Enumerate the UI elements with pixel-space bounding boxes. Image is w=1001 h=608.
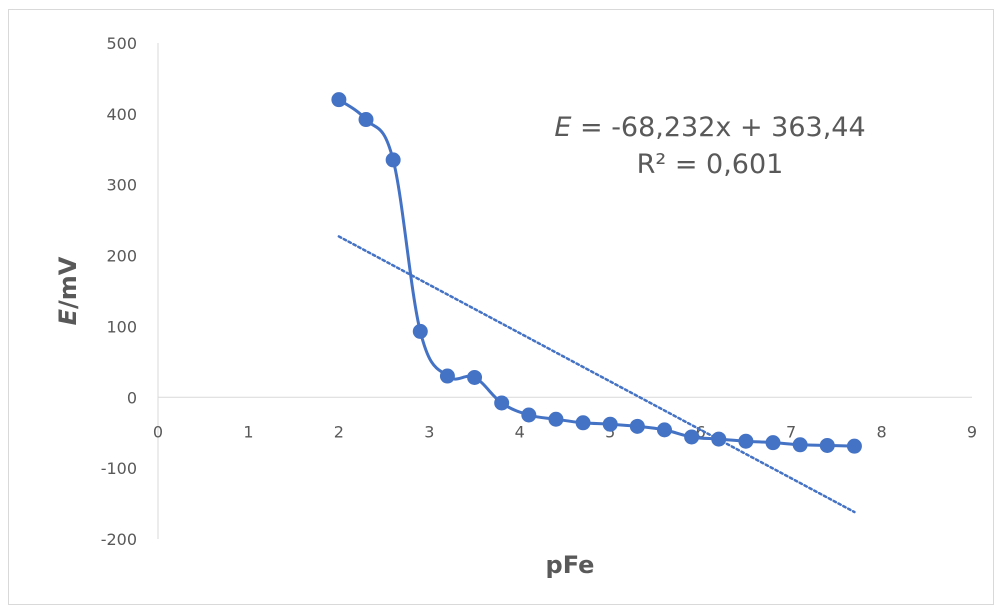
y-tick-labels: 500 400 300 200 100 0 -100 -200 <box>101 34 137 549</box>
x-tick-label: 5 <box>605 422 615 441</box>
x-tick-label: 8 <box>876 422 886 441</box>
data-point <box>358 112 374 128</box>
data-point <box>711 431 727 447</box>
data-point <box>846 438 862 454</box>
data-point <box>819 437 835 453</box>
y-tick-label: 400 <box>106 105 137 124</box>
data-point <box>765 435 781 451</box>
data-point <box>792 437 808 453</box>
x-tick-label: 4 <box>515 422 525 441</box>
y-tick-label: 0 <box>127 388 137 407</box>
axes <box>157 43 972 539</box>
y-tick-label: 300 <box>106 176 137 195</box>
y-axis-title: E/mV <box>54 256 82 325</box>
y-tick-label: -100 <box>101 459 137 478</box>
x-tick-label: 3 <box>424 422 434 441</box>
x-tick-label: 1 <box>243 422 253 441</box>
data-point <box>331 92 347 108</box>
data-point <box>602 416 618 432</box>
trendline-equation: E = -68,232x + 363,44 <box>554 112 865 143</box>
data-point <box>521 407 537 423</box>
trendline-group <box>337 235 856 514</box>
data-point <box>656 422 672 438</box>
x-tick-labels: 0 1 2 3 4 5 6 7 8 9 <box>153 422 977 441</box>
data-point <box>738 433 754 449</box>
x-tick-label: 0 <box>153 422 163 441</box>
data-point <box>439 368 455 384</box>
data-point <box>494 395 510 411</box>
data-point <box>548 411 564 427</box>
x-axis-title: pFe <box>546 551 595 579</box>
data-point <box>629 418 645 434</box>
y-tick-label: 200 <box>106 247 137 266</box>
y-tick-label: 500 <box>106 34 137 53</box>
x-tick-label: 9 <box>967 422 977 441</box>
x-tick-label: 2 <box>334 422 344 441</box>
data-point <box>385 152 401 168</box>
data-point <box>467 369 483 385</box>
chart-frame <box>8 9 994 605</box>
x-tick-label: 7 <box>786 422 796 441</box>
x-tick-label: 6 <box>696 422 706 441</box>
data-points <box>331 92 862 454</box>
data-point <box>684 429 700 445</box>
data-point <box>575 415 591 431</box>
y-tick-label: 100 <box>106 317 137 336</box>
trendline <box>337 235 856 514</box>
data-point <box>412 323 428 339</box>
r-squared-label: R² = 0,601 <box>637 149 784 180</box>
y-tick-label: -200 <box>101 530 137 549</box>
